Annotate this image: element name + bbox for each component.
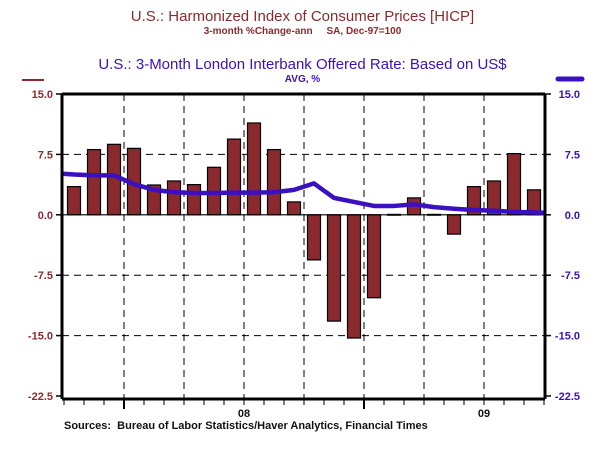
x-axis-labels: 08 09 bbox=[238, 408, 490, 420]
chart-title-libor: U.S.: 3-Month London Interbank Offered R… bbox=[98, 56, 507, 73]
ytick-label-left: -22.5 bbox=[28, 391, 53, 403]
ytick-label-left: 7.5 bbox=[38, 149, 53, 161]
sources-note: Sources: Bureau of Labor Statistics/Have… bbox=[64, 420, 428, 432]
bar-Oct-07 bbox=[66, 186, 82, 216]
bar-Mar-08 bbox=[166, 180, 182, 216]
ytick-label-left: -15.0 bbox=[28, 331, 53, 343]
chart-title-hicp: U.S.: Harmonized Index of Consumer Price… bbox=[130, 8, 475, 25]
gridlines bbox=[62, 94, 545, 399]
ytick-label-left: 15.0 bbox=[32, 89, 53, 101]
bar-Dec-08 bbox=[346, 214, 362, 339]
y-axis-left-labels: 15.0 7.5 0.0 -7.5 -15.0 -22.5 bbox=[28, 89, 53, 403]
axes bbox=[56, 92, 551, 409]
bar-Sep-08 bbox=[286, 201, 302, 216]
ytick-label-right: -22.5 bbox=[555, 391, 580, 403]
y-axis-right-labels: 15.0 7.5 0.0 -7.5 -15.0 -22.5 bbox=[555, 89, 580, 403]
ytick-label-left: -7.5 bbox=[34, 270, 53, 282]
bar-Nov-07 bbox=[86, 148, 102, 216]
ytick-label-right: -7.5 bbox=[561, 270, 580, 282]
bar-Oct-08 bbox=[306, 214, 322, 261]
xtick-label-year: 09 bbox=[478, 408, 490, 420]
ytick-label-right: 0.0 bbox=[565, 210, 580, 222]
bar-Jan-09 bbox=[366, 214, 382, 299]
ytick-label-right: 7.5 bbox=[565, 149, 580, 161]
bar-Nov-08 bbox=[326, 214, 342, 322]
bar-Jul-08 bbox=[246, 122, 262, 216]
xtick-label-year: 08 bbox=[238, 408, 250, 420]
bar-Aug-09 bbox=[506, 152, 522, 216]
chart-subtitle-hicp: 3-month %Change-ann SA, Dec-97=100 bbox=[203, 26, 402, 37]
ytick-label-left: 0.0 bbox=[38, 210, 53, 222]
ytick-label-right: 15.0 bbox=[559, 89, 580, 101]
libor-line bbox=[60, 171, 547, 216]
ytick-label-right: -15.0 bbox=[555, 331, 580, 343]
line-series-libor bbox=[60, 171, 547, 216]
chart-subtitle-libor: AVG, % bbox=[284, 74, 321, 85]
bar-Aug-08 bbox=[266, 148, 282, 216]
bar-May-09 bbox=[446, 214, 462, 235]
bar-Apr-08 bbox=[186, 184, 202, 216]
bar-Jun-08 bbox=[226, 138, 242, 216]
bar-series-hicp bbox=[66, 122, 542, 339]
